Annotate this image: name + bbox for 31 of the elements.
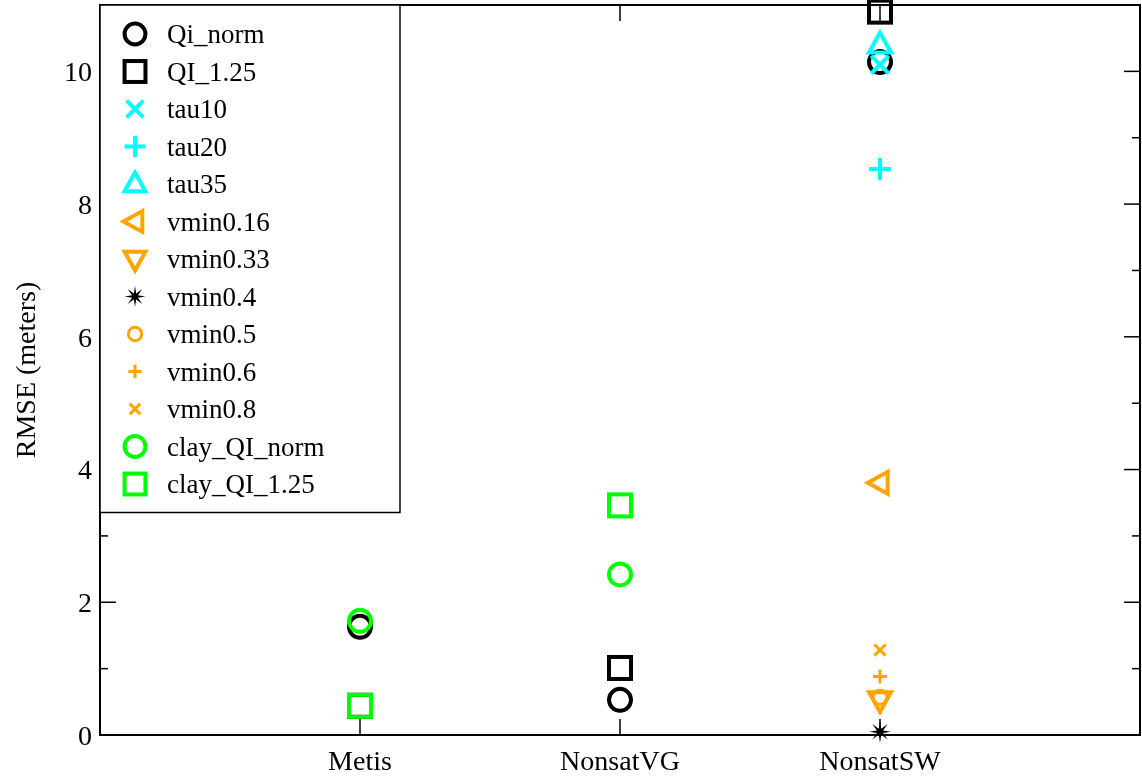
y-tick-label: 10 (64, 56, 92, 88)
y-tick-label: 2 (78, 587, 92, 619)
legend-label: Qi_norm (167, 19, 265, 50)
legend-label: vmin0.33 (167, 244, 270, 275)
x-tick-label: Metis (328, 745, 392, 776)
legend-label: tau20 (167, 131, 227, 162)
point (607, 561, 633, 588)
point (607, 686, 633, 713)
point (873, 669, 887, 684)
legend-label: tau10 (167, 94, 227, 125)
point (872, 642, 888, 658)
y-tick-label: 0 (78, 719, 92, 751)
x-tick-label: NonsatVG (560, 745, 680, 776)
legend-label: vmin0.5 (167, 319, 257, 350)
legend-label: vmin0.8 (167, 394, 257, 425)
legend-label: clay_QI_1.25 (167, 469, 315, 500)
point (607, 654, 633, 681)
legend-label: vmin0.16 (167, 206, 270, 237)
point (347, 607, 373, 634)
legend-label: tau35 (167, 169, 227, 200)
point (869, 157, 891, 180)
legend-label: QI_1.25 (167, 56, 257, 87)
legend-label: vmin0.6 (167, 356, 257, 387)
legend-label: vmin0.4 (167, 281, 257, 312)
point (867, 0, 893, 25)
y-tick-label: 4 (78, 454, 92, 486)
legend-label: clay_QI_norm (167, 431, 325, 462)
y-axis-title: RMSE (meters) (10, 281, 41, 459)
x-tick-label: NonsatSW (819, 745, 942, 776)
y-tick-label: 6 (78, 321, 92, 353)
y-tick-label: 8 (78, 188, 92, 220)
